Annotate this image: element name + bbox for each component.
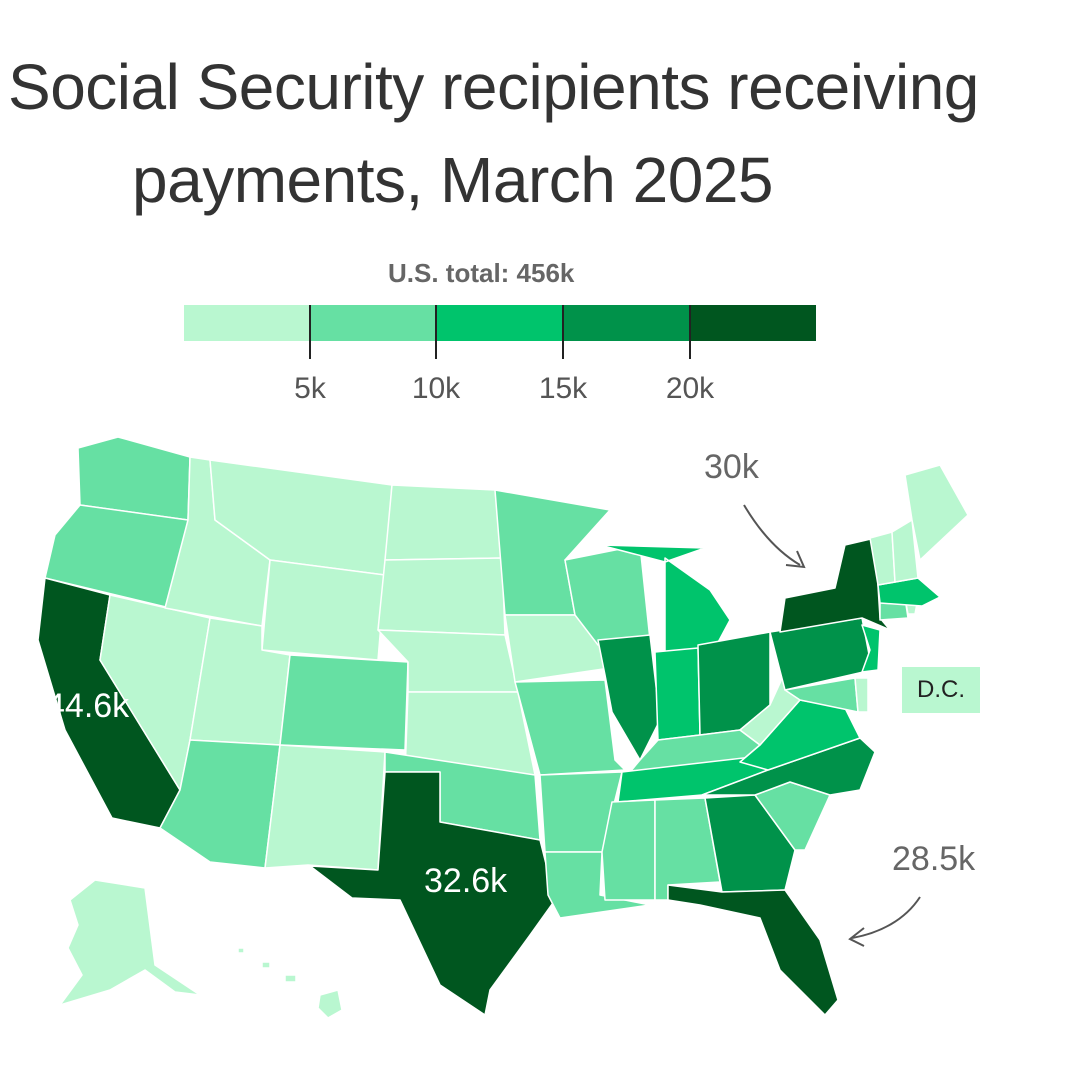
state-indiana	[654, 647, 701, 741]
state-hawaii	[237, 947, 343, 1019]
state-wyoming	[261, 559, 386, 661]
new-york-annotation: 30k	[704, 448, 759, 486]
us-total-label: U.S. total: 456k	[388, 258, 575, 288]
legend-tick	[435, 305, 437, 359]
arrow-florida	[851, 896, 921, 939]
state-new-mexico	[264, 744, 386, 871]
state-missouri	[514, 679, 626, 776]
legend-bin-2	[310, 305, 437, 341]
legend-label-10k: 10k	[411, 372, 461, 405]
state-michigan	[599, 544, 731, 653]
state-new-jersey	[861, 624, 881, 673]
california-value-label: 44.6k	[46, 687, 130, 725]
state-new-hampshire	[891, 519, 919, 583]
state-north-dakota	[384, 484, 503, 561]
state-delaware	[854, 677, 869, 713]
arrow-new-york-head	[785, 550, 806, 569]
legend-bin-5	[689, 305, 817, 341]
legend-tick	[689, 305, 691, 359]
chart-title-line-2: payments, March 2025	[132, 144, 774, 216]
state-maine	[904, 464, 969, 561]
arrow-florida-head	[848, 927, 865, 947]
dc-label: D.C.	[917, 676, 965, 703]
legend-bin-3	[436, 305, 564, 341]
state-florida	[667, 884, 839, 1016]
dc-swatch: D.C.	[902, 667, 980, 713]
state-texas	[309, 771, 556, 1016]
texas-value-label: 32.6k	[424, 862, 508, 900]
state-colorado	[279, 654, 409, 751]
legend-label-20k: 20k	[665, 372, 715, 405]
state-mississippi	[601, 799, 656, 901]
florida-annotation: 28.5k	[892, 840, 976, 878]
legend-bin-1	[184, 305, 311, 341]
legend-tick	[562, 305, 564, 359]
state-alaska	[59, 879, 201, 1006]
color-legend	[184, 305, 817, 341]
us-states-map	[37, 436, 969, 1019]
legend-label-5k: 5k	[294, 372, 326, 405]
legend-bin-4	[563, 305, 690, 341]
chart-title-line-1: Social Security recipients receiving	[8, 51, 979, 123]
legend-tick	[309, 305, 311, 359]
arrow-new-york	[743, 504, 801, 566]
legend-label-15k: 15k	[538, 372, 588, 405]
state-south-dakota	[377, 557, 506, 636]
state-oregon	[44, 504, 189, 609]
